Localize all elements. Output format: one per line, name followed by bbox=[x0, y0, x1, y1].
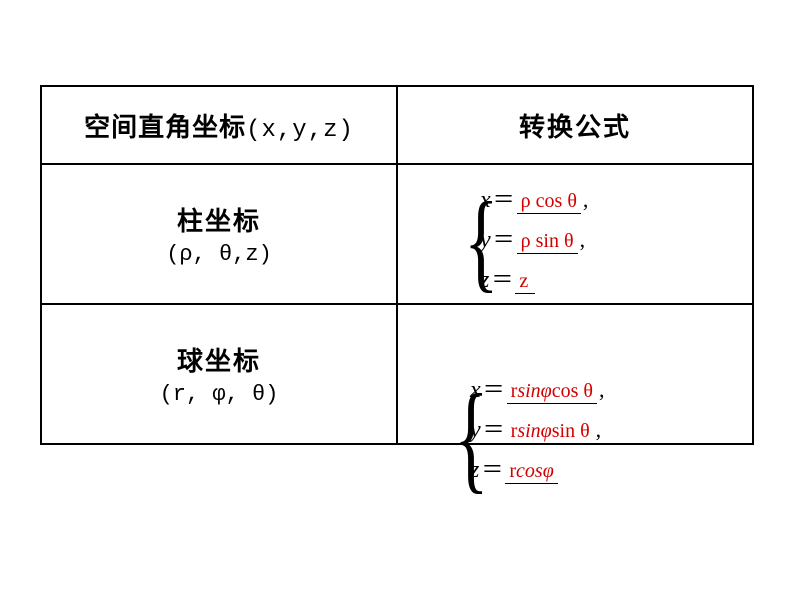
spherical-formula-block: { x＝rsinφcos θ, y＝rsinφsin θ, z＝rcosφ bbox=[470, 370, 605, 490]
header-right-label: 转换公式 bbox=[519, 113, 631, 142]
cylindrical-formula-block: { x＝ρ cos θ, y＝ρ sin θ, z＝z bbox=[480, 180, 588, 300]
spherical-row: 球坐标 (r, φ, θ) bbox=[41, 304, 753, 444]
header-left-coords: (x,y,z) bbox=[246, 117, 354, 144]
header-row: 空间直角坐标(x,y,z) 转换公式 bbox=[41, 86, 753, 164]
eq-rhs: z bbox=[515, 269, 535, 294]
header-cell-left: 空间直角坐标(x,y,z) bbox=[41, 86, 397, 164]
cylindrical-params: (ρ, θ,z) bbox=[42, 242, 396, 267]
eq-rhs: ρ sin θ bbox=[517, 229, 578, 254]
header-left-text: 空间直角坐标 bbox=[84, 113, 246, 142]
eq-sph-y: y＝rsinφsin θ, bbox=[470, 410, 605, 450]
eq-comma: , bbox=[578, 227, 586, 252]
eq-sph-x: x＝rsinφcos θ, bbox=[470, 370, 605, 410]
coordinate-table: 空间直角坐标(x,y,z) 转换公式 柱坐标 (ρ, θ,z) 球坐标 (r, … bbox=[40, 85, 754, 445]
eq-comma bbox=[558, 457, 560, 482]
brace-icon: { bbox=[454, 375, 489, 497]
cylindrical-label-cell: 柱坐标 (ρ, θ,z) bbox=[41, 164, 397, 304]
coordinate-table-page: 空间直角坐标(x,y,z) 转换公式 柱坐标 (ρ, θ,z) 球坐标 (r, … bbox=[40, 85, 754, 445]
eq-comma: , bbox=[581, 187, 589, 212]
spherical-params: (r, φ, θ) bbox=[42, 382, 396, 407]
eq-rhs: rsinφsin θ bbox=[507, 419, 594, 444]
eq-sph-z: z＝rcosφ bbox=[470, 450, 605, 490]
eq-comma: , bbox=[594, 417, 602, 442]
header-cell-right: 转换公式 bbox=[397, 86, 753, 164]
eq-rhs: rsinφcos θ bbox=[507, 379, 597, 404]
header-left-label: 空间直角坐标(x,y,z) bbox=[74, 113, 364, 142]
eq-rhs: ρ cos θ bbox=[517, 189, 581, 214]
cylindrical-row: 柱坐标 (ρ, θ,z) bbox=[41, 164, 753, 304]
spherical-label-cell: 球坐标 (r, φ, θ) bbox=[41, 304, 397, 444]
eq-rhs: rcosφ bbox=[505, 459, 557, 484]
spherical-title: 球坐标 bbox=[42, 341, 396, 378]
eq-comma: , bbox=[597, 377, 605, 402]
brace-icon: { bbox=[464, 185, 499, 297]
cylindrical-title: 柱坐标 bbox=[42, 201, 396, 238]
eq-comma bbox=[535, 267, 537, 292]
